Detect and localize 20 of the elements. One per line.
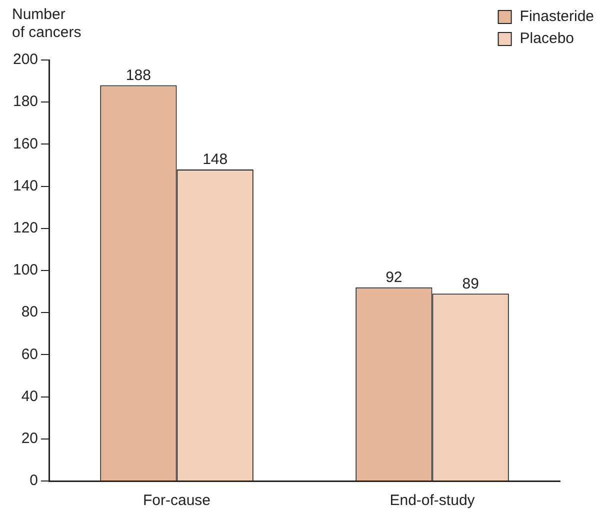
- y-tick-label: 200: [12, 51, 38, 68]
- data-label: 89: [462, 275, 479, 292]
- x-tick-label: End-of-study: [390, 492, 476, 510]
- data-label: 188: [126, 66, 151, 84]
- y-tick-label: 40: [21, 388, 38, 405]
- legend-label: Finasteride: [520, 8, 594, 26]
- y-tick-label: 0: [30, 472, 38, 490]
- y-tick-label: 120: [12, 220, 38, 237]
- legend-label: Placebo: [520, 30, 574, 48]
- y-axis-title: Number of cancers: [12, 6, 82, 42]
- y-tick-label: 180: [12, 93, 38, 110]
- y-tick-label: 100: [12, 262, 38, 279]
- y-tick-label: 60: [21, 346, 38, 363]
- y-tick-label: 160: [12, 135, 38, 152]
- y-tick-label: 80: [21, 304, 38, 321]
- y-tick-label: 140: [12, 177, 38, 194]
- data-label: 92: [386, 268, 402, 286]
- x-tick-label: For-cause: [143, 492, 211, 510]
- data-label: 148: [202, 151, 228, 168]
- y-tick-label: 20: [21, 430, 38, 448]
